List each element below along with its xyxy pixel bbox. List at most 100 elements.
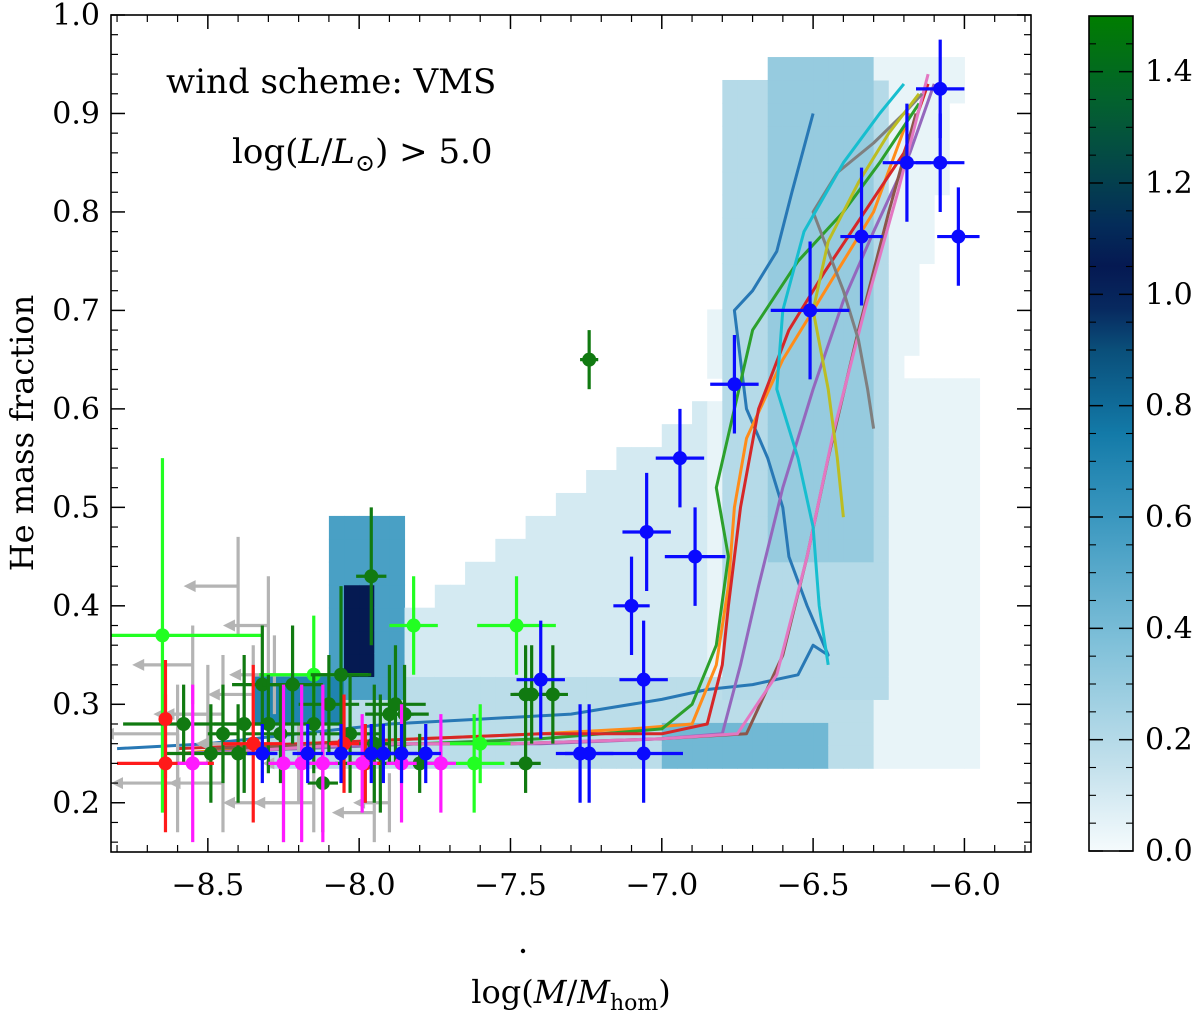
y-axis-ticks: 0.2 0.3 0.4 0.5 0.6 0.7 0.8 0.9 1.0 [52,0,1031,843]
heatmap-cell [858,745,875,769]
heatmap-cell [707,332,723,356]
heatmap-cell [782,378,799,402]
heatmap-cell [586,630,602,655]
heatmap-cell [782,79,799,104]
heatmap-cell [858,57,875,81]
heatmap-cell [465,676,481,700]
heatmap-cell [949,653,965,678]
heatmap-cell [964,424,981,448]
heatmap-cell [510,653,527,678]
data-marker [624,598,639,613]
heatmap-cell [873,561,890,586]
heatmap-cell [676,653,693,678]
heatmap-cell [828,722,844,746]
data-point [937,187,980,286]
x-axis-label: log(M/Mhom) [471,973,671,1015]
xlabel-mdot: M [533,973,568,1011]
data-point [622,472,671,592]
colorbar-ticks: 0.0 0.2 0.4 0.6 0.8 1.0 1.2 1.4 [1089,43,1193,869]
heatmap-cell [888,584,905,609]
heatmap-cell [586,470,602,494]
y-axis-label: He mass fraction [3,295,41,572]
heatmap-cell [540,538,557,563]
heatmap-cell [434,653,451,678]
heatmap-cell [601,492,617,517]
colorbar: 0.0 0.2 0.4 0.6 0.8 1.0 1.2 1.4 [1088,15,1193,869]
heatmap-cell [767,79,784,104]
heatmap-cell [449,584,466,609]
data-marker [176,716,191,731]
heatmap-cell [813,424,829,448]
heatmap-cell [601,561,617,586]
heatmap-cell [813,515,829,540]
heatmap-cell [752,286,769,310]
heatmap-cell [616,561,633,586]
data-marker [300,746,315,761]
heatmap-cell [797,607,814,632]
data-point [247,723,278,784]
heatmap-cell [480,561,496,586]
heatmap-cell [843,447,859,471]
heatmap-cell [782,217,799,242]
heatmap-cell [843,561,859,586]
heatmap-cell [540,607,557,632]
heatmap-cell [919,722,935,746]
heatmap-cell [903,286,920,310]
heatmap-cell [586,515,602,540]
heatmap-cell [903,607,920,632]
heatmap-cell [752,309,769,333]
heatmap-cell [888,492,905,517]
heatmap-cell [934,561,950,586]
heatmap-cell [903,653,920,678]
heatmap-cell [586,607,602,632]
heatmap-cell [525,699,542,723]
heatmap-cell [843,492,859,517]
heatmap-cell [555,630,572,655]
heatmap-cell [828,57,844,81]
x-tick-label: −7.0 [625,868,698,903]
heatmap-cell [782,745,799,769]
heatmap-cell [949,561,965,586]
heatmap-cell [903,424,920,448]
data-marker [364,569,379,584]
heatmap-cell [722,194,738,219]
limit-arrow-head [253,796,266,809]
heatmap-cell [782,148,799,173]
heatmap-cell [616,630,633,655]
heatmap-cell [646,538,663,563]
heatmap-cell [828,584,844,609]
heatmap-cell [616,607,633,632]
heatmap-cell [903,745,920,769]
heatmap-cell [676,515,693,540]
heatmap-cell [737,584,754,609]
data-marker [276,756,291,771]
heatmap-cell [767,125,784,150]
heatmap-cell [919,447,935,471]
heatmap-cell [419,653,436,678]
heatmap-cell [707,538,723,563]
heatmap-cell [555,607,572,632]
heatmap-cell [903,676,920,700]
heatmap-cell [540,584,557,609]
heatmap-cell [919,515,935,540]
heatmap-cell [843,125,859,150]
heatmap-cell [525,630,542,655]
data-point [449,704,511,784]
heatmap-cell [843,79,859,104]
data-marker [355,756,370,771]
data-point [389,576,438,675]
heatmap-cell [843,263,859,287]
heatmap-cell [328,515,345,540]
heatmap-cell [586,653,602,678]
heatmap-cell [540,561,557,586]
heatmap-cell [964,584,981,609]
heatmap-cell [465,653,481,678]
heatmap-cell [888,378,905,402]
heatmap-cell [919,171,935,196]
heatmap-cell [782,102,799,127]
heatmap-cell [737,561,754,586]
heatmap-cell [752,240,769,265]
y-tick-label: 0.3 [52,687,100,722]
heatmap-cell [707,424,723,448]
heatmap-cell [888,309,905,333]
